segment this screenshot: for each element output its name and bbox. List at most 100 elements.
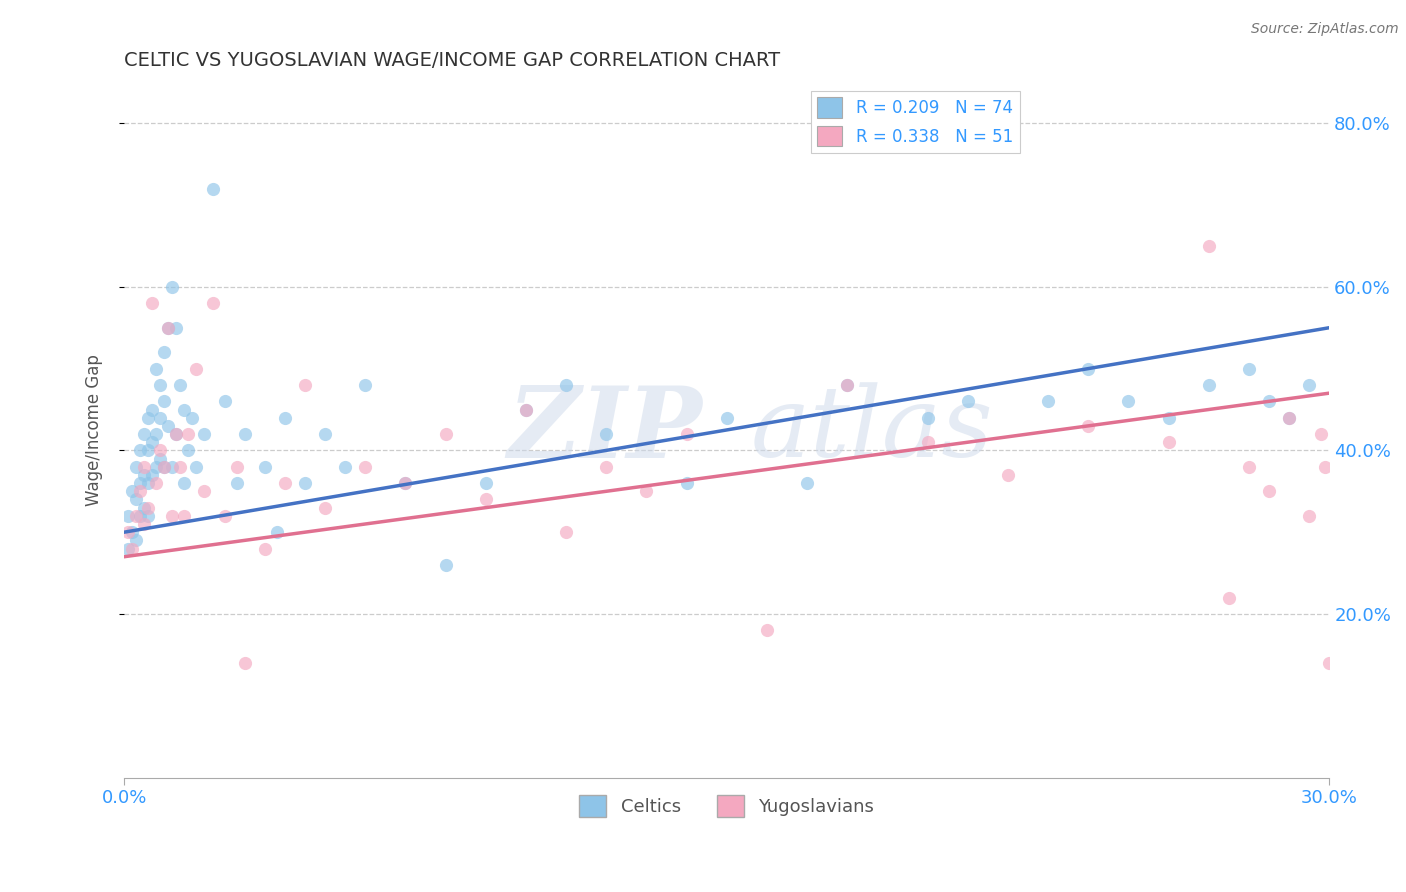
Point xyxy=(333,459,356,474)
Point xyxy=(233,656,256,670)
Point xyxy=(125,533,148,548)
Text: ZIP: ZIP xyxy=(508,382,703,478)
Point xyxy=(149,443,172,458)
Point xyxy=(157,320,180,334)
Point xyxy=(434,558,457,572)
Point xyxy=(1077,418,1099,433)
Point xyxy=(165,427,187,442)
Point xyxy=(675,476,697,491)
Point xyxy=(1298,378,1320,392)
Point xyxy=(149,451,172,466)
Point xyxy=(1298,508,1320,523)
Point xyxy=(136,476,159,491)
Point xyxy=(145,459,167,474)
Point xyxy=(201,182,224,196)
Point xyxy=(1317,656,1340,670)
Point xyxy=(956,394,979,409)
Point xyxy=(153,394,176,409)
Point xyxy=(515,402,537,417)
Point xyxy=(294,476,316,491)
Point xyxy=(141,402,163,417)
Point xyxy=(173,476,195,491)
Point xyxy=(129,484,152,499)
Point xyxy=(1237,361,1260,376)
Point xyxy=(201,296,224,310)
Point xyxy=(149,410,172,425)
Point xyxy=(169,459,191,474)
Point xyxy=(162,280,184,294)
Point xyxy=(136,508,159,523)
Point xyxy=(1157,435,1180,450)
Point xyxy=(274,410,297,425)
Point xyxy=(129,443,152,458)
Point xyxy=(141,467,163,482)
Legend: Celtics, Yugoslavians: Celtics, Yugoslavians xyxy=(572,788,882,824)
Point xyxy=(134,467,156,482)
Point xyxy=(134,459,156,474)
Point xyxy=(121,484,143,499)
Point xyxy=(165,427,187,442)
Point xyxy=(157,320,180,334)
Point xyxy=(165,320,187,334)
Point xyxy=(274,476,297,491)
Point xyxy=(394,476,416,491)
Point xyxy=(394,476,416,491)
Point xyxy=(354,459,377,474)
Point xyxy=(125,459,148,474)
Point xyxy=(153,459,176,474)
Point xyxy=(755,624,778,638)
Point xyxy=(1157,410,1180,425)
Point xyxy=(675,427,697,442)
Point xyxy=(145,476,167,491)
Point xyxy=(177,427,200,442)
Point xyxy=(149,378,172,392)
Text: Source: ZipAtlas.com: Source: ZipAtlas.com xyxy=(1251,22,1399,37)
Point xyxy=(1258,484,1281,499)
Point xyxy=(1218,591,1240,605)
Point xyxy=(917,435,939,450)
Point xyxy=(177,443,200,458)
Point xyxy=(917,410,939,425)
Point xyxy=(181,410,204,425)
Point xyxy=(474,476,496,491)
Point xyxy=(162,459,184,474)
Point xyxy=(1237,459,1260,474)
Point xyxy=(1077,361,1099,376)
Text: atlas: atlas xyxy=(751,383,994,477)
Point xyxy=(214,508,236,523)
Point xyxy=(214,394,236,409)
Point xyxy=(225,476,247,491)
Point xyxy=(515,402,537,417)
Point xyxy=(1198,378,1220,392)
Point xyxy=(157,418,180,433)
Point xyxy=(225,459,247,474)
Point xyxy=(266,525,288,540)
Point xyxy=(134,500,156,515)
Point xyxy=(145,361,167,376)
Point xyxy=(153,459,176,474)
Point xyxy=(169,378,191,392)
Point xyxy=(595,459,617,474)
Point xyxy=(117,525,139,540)
Point xyxy=(153,345,176,359)
Point xyxy=(253,541,276,556)
Point xyxy=(186,361,208,376)
Text: CELTIC VS YUGOSLAVIAN WAGE/INCOME GAP CORRELATION CHART: CELTIC VS YUGOSLAVIAN WAGE/INCOME GAP CO… xyxy=(124,51,780,70)
Point xyxy=(1036,394,1059,409)
Point xyxy=(837,378,859,392)
Point xyxy=(173,402,195,417)
Point xyxy=(253,459,276,474)
Point xyxy=(145,427,167,442)
Point xyxy=(121,541,143,556)
Point xyxy=(134,427,156,442)
Point xyxy=(434,427,457,442)
Point xyxy=(1310,427,1333,442)
Point xyxy=(121,525,143,540)
Point xyxy=(129,508,152,523)
Point xyxy=(474,492,496,507)
Point xyxy=(136,443,159,458)
Point xyxy=(595,427,617,442)
Point xyxy=(1278,410,1301,425)
Y-axis label: Wage/Income Gap: Wage/Income Gap xyxy=(86,354,103,506)
Point xyxy=(173,508,195,523)
